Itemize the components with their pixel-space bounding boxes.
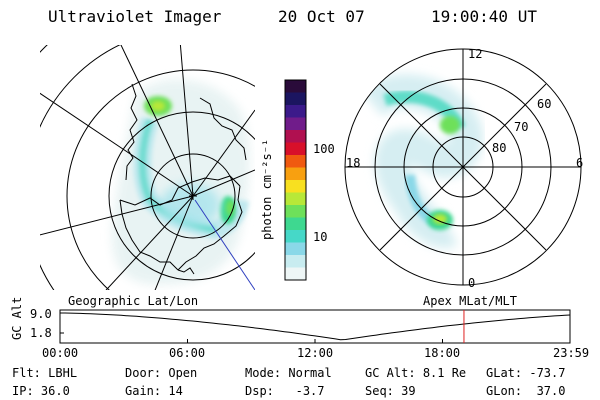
colorbar-step (285, 130, 306, 143)
colorbar-step (285, 267, 306, 281)
colorbar-frame (284, 79, 307, 281)
status-dsp: Dsp: -3.7 (245, 384, 325, 398)
colorbar-step (285, 92, 306, 106)
header-time: 19:00:40 UT (431, 7, 537, 26)
mag-polar-panel (344, 48, 582, 286)
mlat-label-80: 80 (492, 141, 507, 155)
colorbar (284, 79, 307, 281)
mlt-label-dawn: 6 (576, 156, 584, 170)
colorbar-step (285, 205, 306, 218)
colorbar-tick-100: 100 (313, 142, 335, 156)
colorbar-scale (285, 80, 306, 281)
altitude-curve (60, 312, 571, 341)
colorbar-step (285, 242, 306, 256)
geo-map-panel (40, 45, 255, 290)
status-door: Door: Open (125, 366, 198, 380)
timeline-ytick-low: 1.8 (30, 326, 52, 340)
colorbar-step (285, 180, 306, 193)
geo-coastlines (119, 83, 247, 275)
timeline-frame (59, 309, 571, 344)
status-glat: GLat: -73.7 (486, 366, 566, 380)
geo-pole-marker (189, 192, 197, 200)
colorbar-step (285, 105, 306, 118)
mag-panel-title: Apex MLat/MLT (423, 294, 517, 308)
colorbar-step (285, 142, 306, 156)
timeline-xtick-4: 23:59 (553, 346, 590, 360)
timeline-xtick-2: 12:00 (297, 346, 334, 360)
geo-noon-meridian (194, 199, 255, 290)
mag-mlt-grid (345, 49, 581, 285)
status-gain: Gain: 14 (125, 384, 183, 398)
mlt-label-noon: 12 (468, 47, 483, 61)
mlt-label-midnight: 0 (468, 276, 476, 290)
timeline-xtick-0: 00:00 (42, 346, 79, 360)
timeline-xtick-1: 06:00 (169, 346, 206, 360)
colorbar-step (285, 117, 306, 131)
colorbar-step (285, 192, 306, 206)
mlat-label-70: 70 (514, 120, 529, 134)
colorbar-tick-10: 10 (313, 230, 328, 244)
status-glon: GLon: 37.0 (486, 384, 566, 398)
timeline-ylabel: GC Alt (10, 296, 24, 340)
status-filter: Flt: LBHL (12, 366, 78, 380)
colorbar-step (285, 155, 306, 168)
mlat-label-60: 60 (537, 97, 552, 111)
mlt-label-dusk: 18 (346, 156, 361, 170)
geo-latitude-grid (40, 45, 255, 290)
instrument-title: Ultraviolet Imager (48, 7, 222, 26)
colorbar-step (285, 230, 306, 243)
timeline-ytick-high: 9.0 (30, 307, 52, 321)
header-date: 20 Oct 07 (278, 7, 365, 26)
status-seq: Seq: 39 (365, 384, 416, 398)
timeline-xtick-3: 18:00 (424, 346, 461, 360)
colorbar-step (285, 167, 306, 181)
colorbar-step (285, 217, 306, 231)
status-gc-alt: GC Alt: 8.1 Re (365, 366, 467, 380)
colorbar-step (285, 255, 306, 268)
geo-panel-title: Geographic Lat/Lon (68, 294, 199, 308)
status-mode: Mode: Normal (245, 366, 332, 380)
timeline-ticks (59, 312, 571, 343)
status-ip: IP: 36.0 (12, 384, 70, 398)
colorbar-step (285, 80, 306, 93)
